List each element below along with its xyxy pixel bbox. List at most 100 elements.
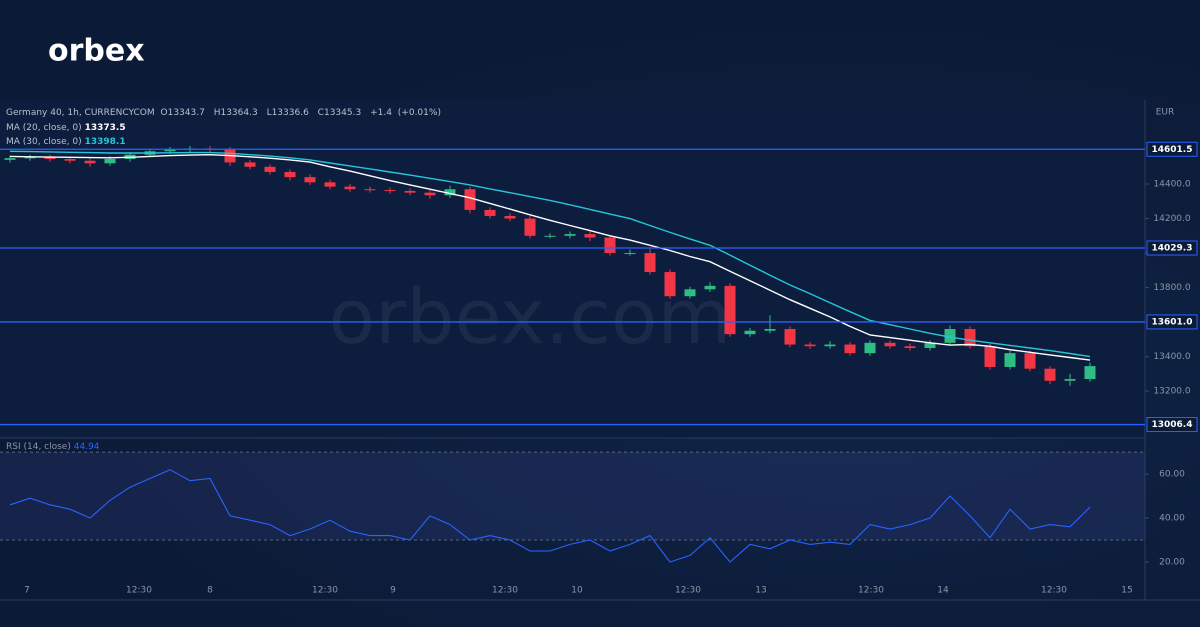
ohlc-name: L <box>266 108 272 118</box>
x-tick-label: 8 <box>207 586 213 596</box>
level-label: 13006.4 <box>1152 420 1193 430</box>
ohlc-value: 13345.3 <box>323 108 362 118</box>
y-tick-label: 13800.0 <box>1153 283 1190 293</box>
candle-body <box>384 190 396 192</box>
rsi-name: RSI (14, close) <box>6 442 71 452</box>
axis-unit: EUR <box>1156 108 1175 118</box>
candle-body <box>484 209 496 216</box>
candle-body <box>804 344 816 347</box>
legend-row: Germany 40, 1h, CURRENCYCOM O13343.7 H13… <box>6 106 444 121</box>
y-tick-label: 13200.0 <box>1153 387 1190 397</box>
ma-value: 13373.5 <box>84 122 126 133</box>
candle-body <box>1004 353 1016 367</box>
candle-body <box>904 346 916 348</box>
candle-body <box>784 329 796 345</box>
candle-body <box>464 189 476 210</box>
candle-body <box>324 182 336 187</box>
level-label: 14029.3 <box>1152 244 1193 254</box>
legend: Germany 40, 1h, CURRENCYCOM O13343.7 H13… <box>6 106 444 150</box>
candle-body <box>944 329 956 343</box>
candle-body <box>824 344 836 347</box>
x-tick-label: 12:30 <box>675 586 701 596</box>
candle-body <box>524 218 536 236</box>
change-pct: (+0.01%) <box>397 108 441 118</box>
candle-body <box>744 330 756 335</box>
candle-body <box>244 162 256 167</box>
ohlc-value: 13364.3 <box>220 108 258 118</box>
legend-title: Germany 40, 1h, CURRENCYCOM <box>6 108 155 118</box>
candle-body <box>364 189 376 191</box>
x-tick-label: 12:30 <box>492 586 518 596</box>
ma-name: MA (20, close, 0) <box>6 122 82 133</box>
candle-body <box>544 235 556 237</box>
x-tick-label: 10 <box>571 586 583 596</box>
ma-line <box>9 150 1091 358</box>
candle-body <box>84 160 96 164</box>
x-tick-label: 7 <box>24 586 30 596</box>
candle-body <box>624 253 636 255</box>
y-tick-label: 20.00 <box>1159 557 1185 567</box>
candle-body <box>584 234 596 238</box>
level-tag <box>1146 240 1198 256</box>
change: +1.4 <box>370 108 392 118</box>
candle-body <box>344 186 356 190</box>
candle-body <box>264 166 276 172</box>
ohlc-name: C <box>317 108 324 118</box>
x-tick-label: 12:30 <box>858 586 884 596</box>
candle-body <box>864 342 876 354</box>
candle-body <box>1064 379 1076 381</box>
candle-body <box>964 329 976 347</box>
level-label: 13601.0 <box>1152 317 1193 327</box>
x-tick-label: 12:30 <box>1041 586 1067 596</box>
x-tick-label: 15 <box>1121 586 1132 596</box>
candle-body <box>704 285 716 290</box>
candle-body <box>504 215 516 219</box>
level-tag <box>1146 141 1198 157</box>
candle-body <box>164 149 176 152</box>
candle-body <box>424 192 436 196</box>
ohlc: O13343.7 <box>161 108 208 118</box>
candle-body <box>664 272 676 297</box>
ohlc-value: 13343.7 <box>167 108 205 118</box>
candle-body <box>444 189 456 196</box>
rsi-line <box>9 469 1091 563</box>
candle-body <box>4 158 16 160</box>
ohlc: L13336.6 <box>267 108 312 118</box>
legend-row: MA (20, close, 0) 13373.5 <box>6 121 444 136</box>
level-tag <box>1146 314 1198 330</box>
candle-body <box>284 171 296 178</box>
candle-body <box>304 177 316 183</box>
candle-body <box>1024 353 1036 369</box>
ohlc-name: H <box>213 108 221 118</box>
x-tick-label: 13 <box>755 586 766 596</box>
candle-body <box>684 289 696 297</box>
rsi-value: 44.94 <box>73 442 100 452</box>
candle-body <box>64 159 76 161</box>
price-pane <box>0 100 1145 438</box>
y-tick-label: 14400.0 <box>1153 180 1190 190</box>
candle-body <box>564 234 576 236</box>
candle-body <box>104 159 116 164</box>
level-label: 14601.5 <box>1152 145 1193 155</box>
y-tick-label: 13400.0 <box>1153 352 1190 362</box>
rsi-legend: RSI (14, close) 44.94 <box>6 442 100 452</box>
candle-body <box>764 329 776 331</box>
y-tick-label: 14200.0 <box>1153 214 1190 224</box>
x-tick-label: 14 <box>937 586 949 596</box>
logo: orbex <box>48 34 145 69</box>
level-tag <box>1146 417 1198 433</box>
y-tick-label: 40.00 <box>1159 514 1185 524</box>
ohlc-value: 13336.6 <box>271 108 309 118</box>
candle-body <box>644 253 656 273</box>
candle-body <box>44 157 56 160</box>
candle-body <box>404 190 416 193</box>
ohlc-name: O <box>160 108 168 118</box>
candle-body <box>604 237 616 254</box>
candle-body <box>1044 368 1056 381</box>
candle-body <box>1084 366 1096 380</box>
ma-line <box>9 153 1091 361</box>
x-tick-label: 12:30 <box>312 586 338 596</box>
x-tick-label: 12:30 <box>126 586 152 596</box>
